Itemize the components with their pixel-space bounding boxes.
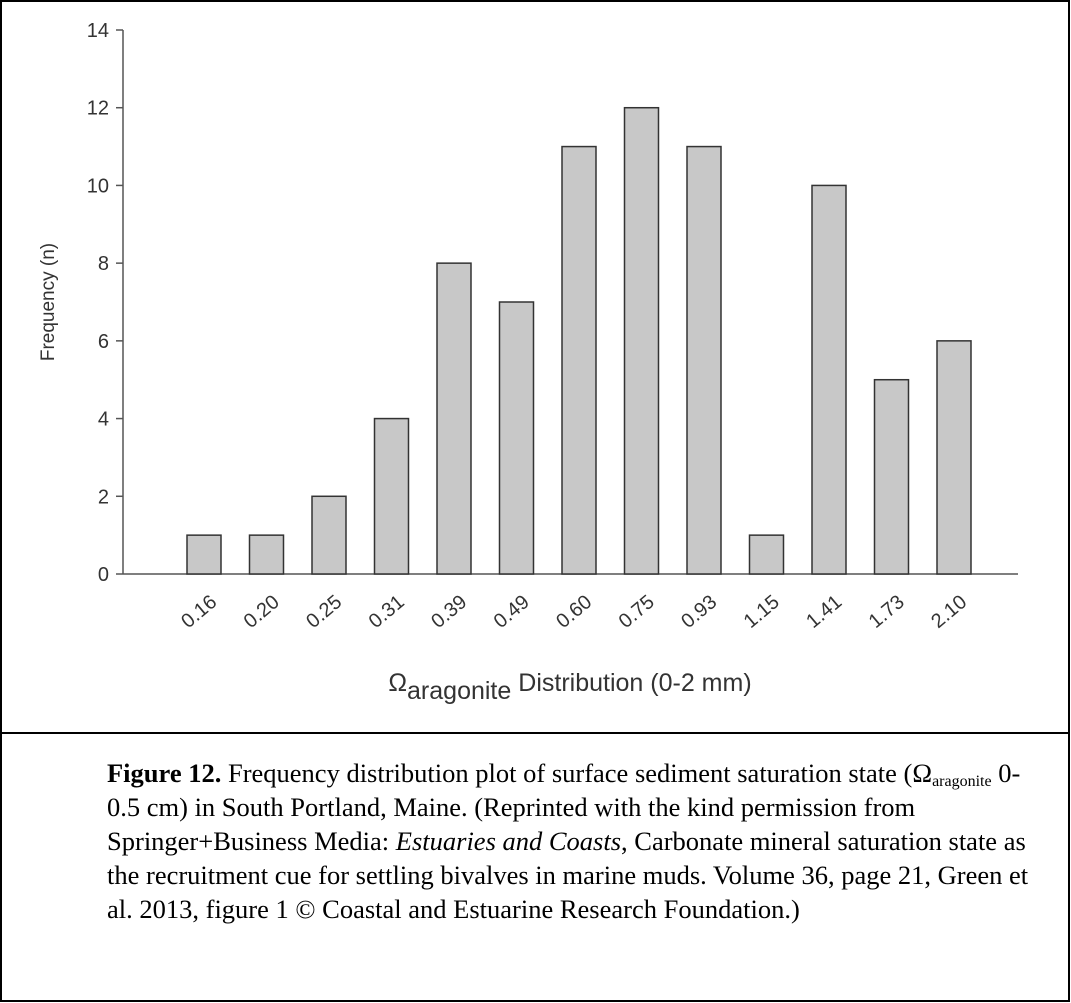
caption: Figure 12. Frequency distribution plot o… xyxy=(107,756,1052,926)
x-tick-label: 0.25 xyxy=(302,591,346,633)
bar xyxy=(311,495,347,575)
x-tick-label: 0.31 xyxy=(365,591,409,633)
y-tick-label: 6 xyxy=(98,331,109,353)
bar xyxy=(748,534,785,575)
y-axis-label: Frequency (n) xyxy=(38,243,59,361)
bar xyxy=(186,534,222,575)
caption-label: Figure 12. xyxy=(107,758,222,788)
bar xyxy=(561,145,597,575)
bar xyxy=(498,301,535,575)
x-tick-label: 0.93 xyxy=(677,591,721,633)
x-axis-label-text: Distribution (0-2 mm) xyxy=(518,669,751,697)
x-tick-label: 0.49 xyxy=(490,591,534,633)
x-axis-label-subscript: aragonite xyxy=(407,677,511,705)
caption-subscript: aragonite xyxy=(932,773,992,790)
bar xyxy=(436,262,472,575)
bar xyxy=(373,417,410,575)
x-tick-label: 0.60 xyxy=(552,591,596,633)
x-tick-label: 2.10 xyxy=(927,591,971,633)
bar xyxy=(936,340,972,575)
caption-text: 0-0.5 cm) in South Portland, Maine. (Rep… xyxy=(107,758,1021,856)
y-tick-label: 2 xyxy=(98,486,109,508)
x-tick-label: 1.73 xyxy=(865,591,909,633)
y-tick-label: 14 xyxy=(87,20,109,42)
chart: Frequency (n) Ωaragonite Distribution (0-… xyxy=(2,20,1068,734)
bar xyxy=(248,534,285,575)
x-tick-label: 0.16 xyxy=(177,591,221,633)
y-tick-label: 4 xyxy=(98,409,109,431)
x-axis-label-symbol: Ω xyxy=(388,669,407,697)
x-tick-label: 1.15 xyxy=(740,591,784,633)
x-axis-label: Ωaragonite Distribution (0-2 mm) xyxy=(388,669,751,705)
bar xyxy=(623,106,660,575)
x-tick-label: 0.39 xyxy=(427,591,471,633)
x-tick-label: 0.75 xyxy=(615,591,659,633)
x-tick-label: 0.20 xyxy=(240,591,284,633)
y-tick-label: 12 xyxy=(87,98,109,120)
x-tick-label: 1.41 xyxy=(802,591,846,633)
bar xyxy=(873,378,910,575)
caption-text: Frequency distribution plot of surface s… xyxy=(221,758,933,788)
bar xyxy=(686,145,722,575)
y-tick-label: 10 xyxy=(87,175,109,197)
y-tick-label: 8 xyxy=(98,253,109,275)
caption-journal: Estuaries and Coasts xyxy=(395,826,622,856)
caption-text: , Carbonate mineral saturation state as … xyxy=(107,826,1029,924)
y-tick-label: 0 xyxy=(98,564,109,586)
bar xyxy=(811,184,847,575)
